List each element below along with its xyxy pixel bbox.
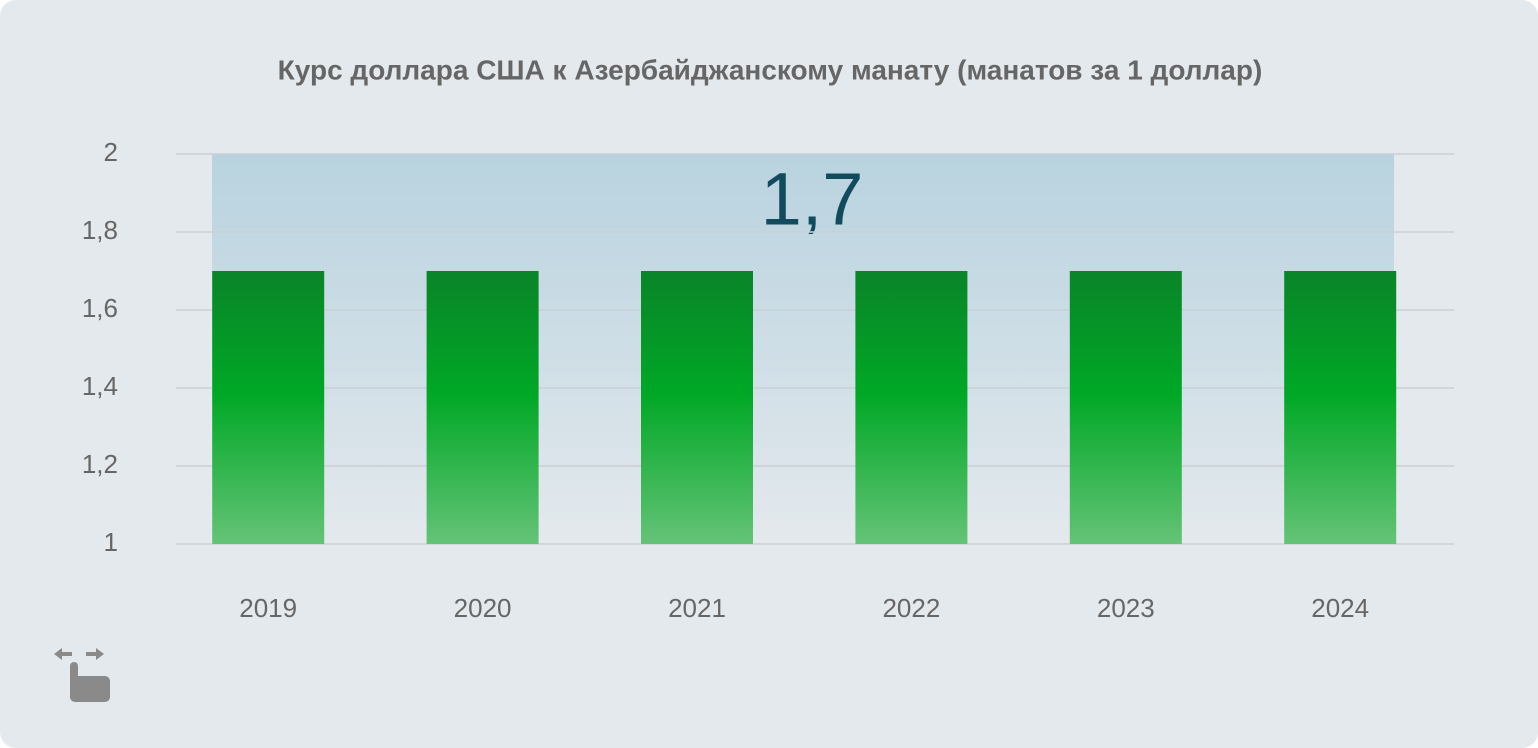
bar [1069, 271, 1182, 544]
x-tick-label: 2020 [454, 593, 512, 623]
x-tick-label: 2023 [1097, 593, 1155, 623]
x-tick-label: 2022 [882, 593, 940, 623]
bar [855, 271, 968, 544]
annotation: 1,7 [761, 158, 864, 241]
y-tick-label: 1,2 [82, 449, 118, 479]
y-tick-label: 2 [104, 137, 118, 167]
bar [212, 271, 325, 544]
x-tick-label: 2024 [1311, 593, 1369, 623]
y-tick-label: 1,6 [82, 293, 118, 323]
y-tick-label: 1 [104, 527, 118, 557]
bar [641, 271, 753, 544]
swipe-icon [54, 648, 110, 702]
y-tick-label: 1,8 [82, 215, 118, 245]
highlight-band [212, 154, 1394, 544]
x-tick-label: 2019 [239, 593, 297, 623]
x-tick-label: 2021 [668, 593, 726, 623]
bar [426, 271, 539, 544]
y-tick-label: 1,4 [82, 371, 118, 401]
chart-title: Курс доллара США к Азербайджанскому мана… [278, 54, 1263, 85]
bar [1284, 271, 1397, 544]
